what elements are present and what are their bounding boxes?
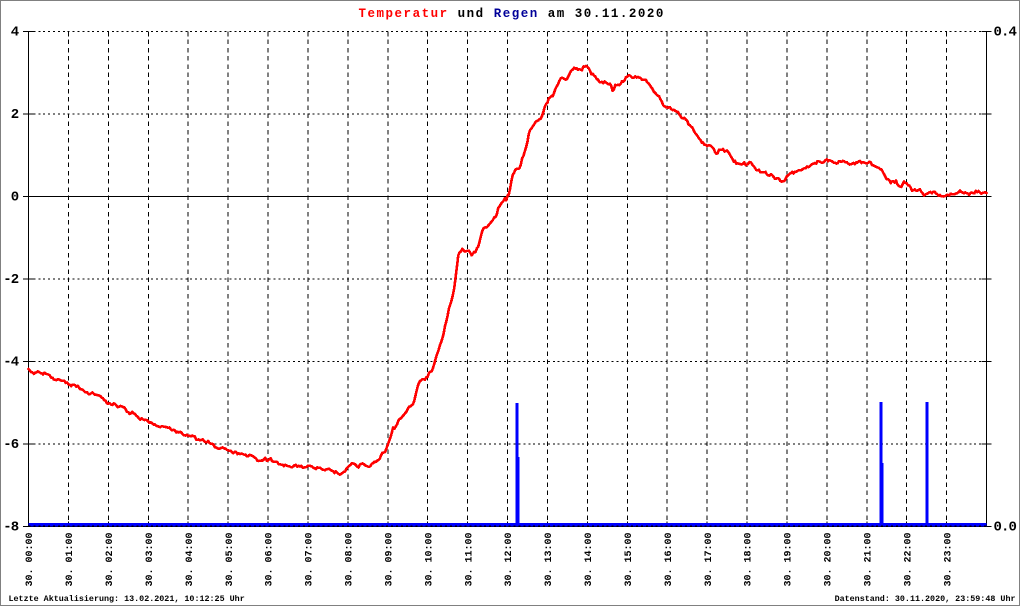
svg-text:30. 17:00: 30. 17:00 bbox=[704, 532, 715, 586]
svg-text:30. 13:00: 30. 13:00 bbox=[544, 532, 555, 586]
svg-text:4: 4 bbox=[11, 25, 19, 41]
svg-text:-4: -4 bbox=[3, 355, 19, 371]
svg-text:30. 20:00: 30. 20:00 bbox=[824, 532, 835, 586]
svg-text:30. 03:00: 30. 03:00 bbox=[145, 532, 156, 586]
svg-text:0.4: 0.4 bbox=[994, 25, 1017, 41]
svg-text:-6: -6 bbox=[3, 437, 19, 453]
svg-text:-2: -2 bbox=[3, 272, 19, 288]
svg-text:30. 05:00: 30. 05:00 bbox=[225, 532, 236, 586]
svg-text:Datenstand: 30.11.2020, 23:59:: Datenstand: 30.11.2020, 23:59:48 Uhr bbox=[835, 594, 1016, 604]
svg-text:0.0: 0.0 bbox=[994, 520, 1017, 536]
svg-text:30. 15:00: 30. 15:00 bbox=[624, 532, 635, 586]
svg-text:2: 2 bbox=[11, 107, 19, 123]
svg-text:0: 0 bbox=[11, 190, 19, 206]
svg-text:30. 23:00: 30. 23:00 bbox=[943, 532, 954, 586]
svg-text:30. 00:00: 30. 00:00 bbox=[25, 532, 36, 586]
svg-text:30. 19:00: 30. 19:00 bbox=[784, 532, 795, 586]
svg-text:30. 02:00: 30. 02:00 bbox=[105, 532, 116, 586]
svg-text:30. 22:00: 30. 22:00 bbox=[903, 532, 914, 586]
svg-text:30. 04:00: 30. 04:00 bbox=[185, 532, 196, 586]
svg-text:30. 10:00: 30. 10:00 bbox=[424, 532, 435, 586]
svg-text:Letzte Aktualisierung: 13.02.2: Letzte Aktualisierung: 13.02.2021, 10:12… bbox=[9, 594, 245, 604]
svg-text:Temperatur und Regen am 30.11.: Temperatur und Regen am 30.11.2020 bbox=[359, 7, 665, 21]
svg-text:30. 16:00: 30. 16:00 bbox=[664, 532, 675, 586]
svg-text:30. 18:00: 30. 18:00 bbox=[744, 532, 755, 586]
svg-text:30. 21:00: 30. 21:00 bbox=[863, 532, 874, 586]
svg-text:30. 11:00: 30. 11:00 bbox=[464, 532, 475, 586]
svg-text:30. 07:00: 30. 07:00 bbox=[305, 532, 316, 586]
svg-text:30. 09:00: 30. 09:00 bbox=[384, 532, 395, 586]
svg-text:30. 08:00: 30. 08:00 bbox=[345, 532, 356, 586]
svg-text:-8: -8 bbox=[3, 520, 19, 536]
svg-text:30. 12:00: 30. 12:00 bbox=[504, 532, 515, 586]
svg-text:30. 14:00: 30. 14:00 bbox=[584, 532, 595, 586]
svg-text:30. 01:00: 30. 01:00 bbox=[65, 532, 76, 586]
svg-text:30. 06:00: 30. 06:00 bbox=[265, 532, 276, 586]
